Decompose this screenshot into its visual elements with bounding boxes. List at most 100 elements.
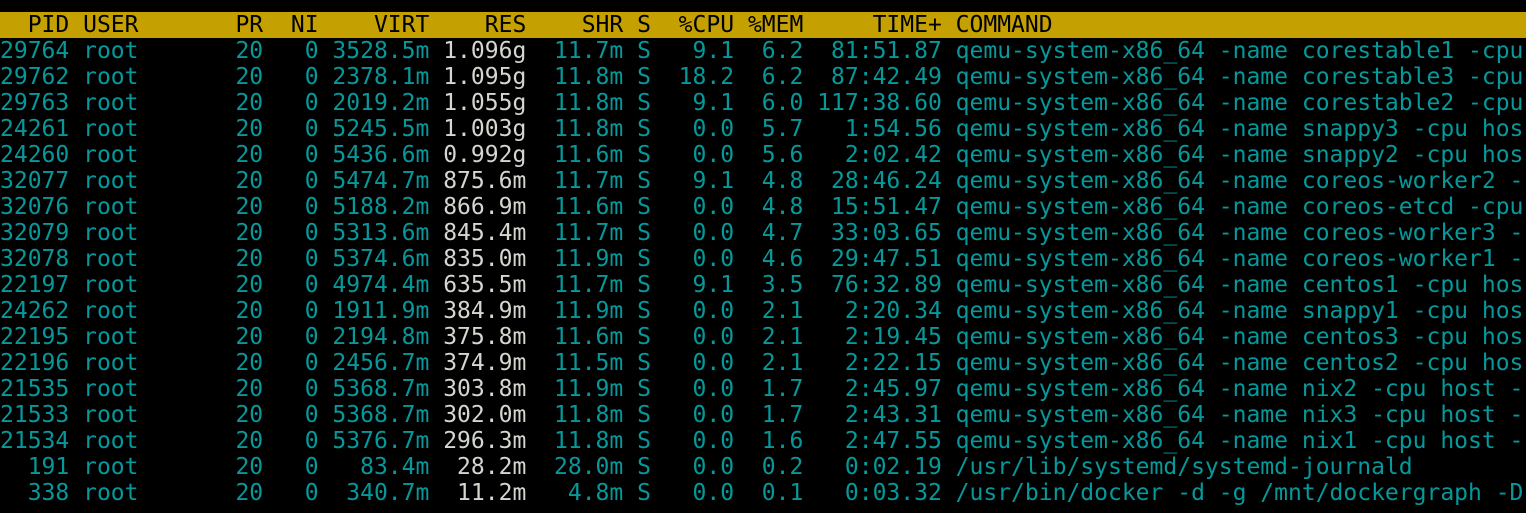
- cell-nice: 0: [277, 90, 319, 116]
- cell-res: 1.055g: [443, 90, 527, 116]
- process-row[interactable]: 24262 root 20 0 1911.9m 384.9m 11.9m S 0…: [0, 298, 1526, 324]
- cell-mem: 4.6: [747, 246, 804, 272]
- cell-time: 2:22.15: [817, 350, 942, 376]
- cell-nice: 0: [277, 480, 319, 506]
- cell-mem: 0.2: [747, 454, 804, 480]
- cell-priority: 20: [221, 454, 264, 480]
- cell-state: S: [637, 350, 651, 376]
- cell-nice: 0: [277, 142, 319, 168]
- cell-time: 81:51.87: [817, 38, 942, 64]
- cell-time: 76:32.89: [817, 272, 942, 298]
- process-row[interactable]: 32079 root 20 0 5313.6m 845.4m 11.7m S 0…: [0, 220, 1526, 246]
- cell-pid: 24260: [0, 142, 70, 168]
- cell-pid: 32077: [0, 168, 70, 194]
- cell-res: 845.4m: [443, 220, 527, 246]
- cell-time: 29:47.51: [817, 246, 942, 272]
- cell-cpu: 0.0: [664, 428, 735, 454]
- cell-shr: 11.7m: [540, 272, 624, 298]
- cell-state: S: [637, 64, 651, 90]
- cell-virt: 5368.7m: [332, 376, 430, 402]
- cell-shr: 11.8m: [540, 90, 624, 116]
- cell-virt: 5368.7m: [332, 402, 430, 428]
- cell-time: 28:46.24: [817, 168, 942, 194]
- cell-priority: 20: [221, 376, 264, 402]
- cell-time: 2:19.45: [817, 324, 942, 350]
- cell-state: S: [637, 298, 651, 324]
- process-row[interactable]: 21535 root 20 0 5368.7m 303.8m 11.9m S 0…: [0, 376, 1526, 402]
- cell-mem: 1.7: [747, 402, 804, 428]
- cell-res: 303.8m: [443, 376, 527, 402]
- cell-priority: 20: [221, 168, 264, 194]
- cell-shr: 11.8m: [540, 428, 624, 454]
- cell-command: qemu-system-x86_64 -name coreos-worker3 …: [955, 220, 1524, 246]
- cell-command: /usr/bin/docker -d -g /mnt/dockergraph -…: [955, 480, 1524, 506]
- cell-pid: 21535: [0, 376, 70, 402]
- cell-time: 117:38.60: [817, 90, 942, 116]
- cell-virt: 2378.1m: [332, 64, 430, 90]
- cell-priority: 20: [221, 64, 264, 90]
- cell-virt: 5436.6m: [332, 142, 430, 168]
- cell-nice: 0: [277, 194, 319, 220]
- cell-user: root: [83, 376, 208, 402]
- cell-res: 0.992g: [443, 142, 527, 168]
- cell-user: root: [83, 480, 208, 506]
- cell-cpu: 0.0: [664, 220, 735, 246]
- cell-cpu: 0.0: [664, 142, 735, 168]
- process-row[interactable]: 21534 root 20 0 5376.7m 296.3m 11.8m S 0…: [0, 428, 1526, 454]
- cell-res: 11.2m: [443, 480, 527, 506]
- cell-priority: 20: [221, 38, 264, 64]
- cell-shr: 11.6m: [540, 194, 624, 220]
- process-row[interactable]: 22196 root 20 0 2456.7m 374.9m 11.5m S 0…: [0, 350, 1526, 376]
- cell-res: 635.5m: [443, 272, 527, 298]
- cell-nice: 0: [277, 220, 319, 246]
- process-row[interactable]: 338 root 20 0 340.7m 11.2m 4.8m S 0.0 0.…: [0, 480, 1526, 506]
- process-row[interactable]: 29762 root 20 0 2378.1m 1.095g 11.8m S 1…: [0, 64, 1526, 90]
- header-res: RES: [443, 12, 527, 38]
- cell-state: S: [637, 324, 651, 350]
- cell-mem: 5.7: [747, 116, 804, 142]
- cell-pid: 22195: [0, 324, 70, 350]
- header-pid: PID: [0, 12, 70, 38]
- cell-pid: 21534: [0, 428, 70, 454]
- cell-command: qemu-system-x86_64 -name centos1 -cpu ho…: [955, 272, 1524, 298]
- cell-shr: 11.6m: [540, 324, 624, 350]
- cell-time: 2:43.31: [817, 402, 942, 428]
- process-row[interactable]: 22197 root 20 0 4974.4m 635.5m 11.7m S 9…: [0, 272, 1526, 298]
- process-row[interactable]: 21533 root 20 0 5368.7m 302.0m 11.8m S 0…: [0, 402, 1526, 428]
- cell-nice: 0: [277, 116, 319, 142]
- cell-state: S: [637, 402, 651, 428]
- cell-virt: 4974.4m: [332, 272, 430, 298]
- process-row[interactable]: 29764 root 20 0 3528.5m 1.096g 11.7m S 9…: [0, 38, 1526, 64]
- cell-time: 0:03.32: [817, 480, 942, 506]
- process-row[interactable]: 24260 root 20 0 5436.6m 0.992g 11.6m S 0…: [0, 142, 1526, 168]
- cell-nice: 0: [277, 350, 319, 376]
- cell-mem: 4.7: [747, 220, 804, 246]
- cell-command: qemu-system-x86_64 -name snappy2 -cpu ho…: [955, 142, 1524, 168]
- cell-time: 87:42.49: [817, 64, 942, 90]
- cell-priority: 20: [221, 194, 264, 220]
- header-virt: VIRT: [332, 12, 430, 38]
- cell-cpu: 0.0: [664, 350, 735, 376]
- cell-state: S: [637, 428, 651, 454]
- cell-command: qemu-system-x86_64 -name coreos-worker2 …: [955, 168, 1524, 194]
- cell-virt: 2019.2m: [332, 90, 430, 116]
- cell-user: root: [83, 246, 208, 272]
- cell-time: 1:54.56: [817, 116, 942, 142]
- cell-cpu: 0.0: [664, 246, 735, 272]
- cell-priority: 20: [221, 116, 264, 142]
- cell-user: root: [83, 168, 208, 194]
- process-row[interactable]: 32076 root 20 0 5188.2m 866.9m 11.6m S 0…: [0, 194, 1526, 220]
- cell-priority: 20: [221, 246, 264, 272]
- process-row[interactable]: 32077 root 20 0 5474.7m 875.6m 11.7m S 9…: [0, 168, 1526, 194]
- cell-pid: 32079: [0, 220, 70, 246]
- cell-mem: 4.8: [747, 168, 804, 194]
- process-row[interactable]: 22195 root 20 0 2194.8m 375.8m 11.6m S 0…: [0, 324, 1526, 350]
- process-row[interactable]: 191 root 20 0 83.4m 28.2m 28.0m S 0.0 0.…: [0, 454, 1526, 480]
- process-row[interactable]: 29763 root 20 0 2019.2m 1.055g 11.8m S 9…: [0, 90, 1526, 116]
- cell-pid: 191: [0, 454, 70, 480]
- process-row[interactable]: 24261 root 20 0 5245.5m 1.003g 11.8m S 0…: [0, 116, 1526, 142]
- cell-state: S: [637, 272, 651, 298]
- cell-mem: 2.1: [747, 324, 804, 350]
- cell-virt: 5474.7m: [332, 168, 430, 194]
- process-row[interactable]: 32078 root 20 0 5374.6m 835.0m 11.9m S 0…: [0, 246, 1526, 272]
